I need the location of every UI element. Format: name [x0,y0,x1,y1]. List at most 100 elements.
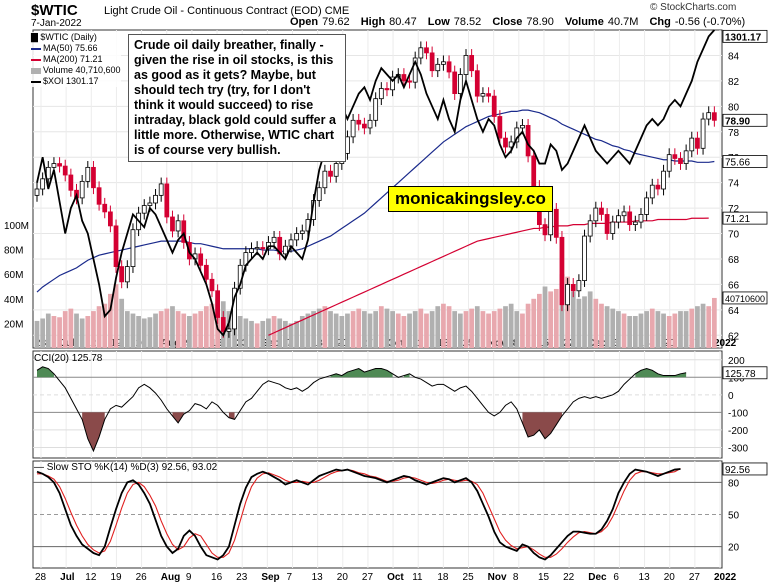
candle-body [209,278,215,292]
volume-bar [537,293,542,348]
volume-bar [531,298,537,348]
x-tick-label-bottom: 13 [639,572,651,583]
volume-bar [339,316,345,348]
volume-bar [254,323,260,348]
volume-bar [565,276,570,348]
cci-oversold-fill [172,412,184,423]
candle-body [457,74,463,94]
volume-bar [463,311,469,348]
legend-series: ▇ $WTIC (Daily) [31,32,97,42]
candle-body [424,47,429,54]
candle-body [79,180,85,199]
x-tick-label-bottom: 28 [35,572,47,583]
volume-tick-label: 60M [4,270,23,281]
volume-bar [525,303,531,348]
candle-body [497,116,503,139]
x-tick-label: 26 [136,338,148,349]
x-tick-label-bottom: 23 [236,572,248,583]
price-tick-label: 66 [728,280,740,291]
candle-body [322,170,328,189]
candle-body [102,203,108,213]
volume-bar [243,318,249,348]
volume-bar [277,318,283,348]
candle-body [333,163,339,177]
volume-bar [260,320,266,348]
candle-body [463,55,469,75]
candle-body [175,220,181,232]
volume-bar [237,316,243,348]
volume-bar [503,306,508,348]
cci-tick-label: 200 [728,356,745,367]
legend-xoi: $XOI 1301.17 [31,76,121,87]
x-tick-label-bottom: 25 [463,572,475,583]
close-last-label-box [722,113,768,127]
volume-last-label-box [722,291,768,305]
volume-bar [548,291,554,348]
volume-bar [187,316,192,348]
price-tick-label: 78 [728,128,740,139]
sto-d-line [37,467,681,558]
price-tick-label: 68 [728,255,740,266]
candle-body [469,55,475,72]
volume-bar [124,311,130,348]
x-tick-label: Oct [387,338,404,349]
candle-body [57,163,62,167]
volume-bar [627,316,633,348]
ma50-last-label: 75.66 [725,158,750,169]
candle-body [407,80,412,83]
candle-body [226,328,232,332]
price-tick-label: 62 [728,331,740,342]
candle-body [480,93,486,97]
x-tick-label-bottom: 27 [362,572,374,583]
cci-tick-label: 0 [728,391,734,402]
x-tick-label-bottom: 27 [689,572,701,583]
volume-bar [649,308,655,348]
x-tick-label-bottom: 18 [437,572,449,583]
volume-bar [683,311,689,348]
volume-bar [74,313,79,348]
candle-body [198,253,204,266]
candle-body [587,220,593,237]
candle-body [271,236,277,243]
candle-body [559,236,565,306]
annotation-box: Crude oil daily breather, finally - give… [128,34,346,162]
volume-bar [294,320,300,348]
xoi-last-label-box [722,29,768,43]
volume-bar [192,313,198,348]
candle-body [299,230,305,234]
candle-body [548,208,554,236]
volume-bar [616,311,621,348]
volume-bar [638,313,644,348]
close-last-label: 78.90 [725,116,750,127]
xoi-line [36,29,716,337]
chart-date: 7-Jan-2022 [31,18,82,29]
volume-bar [441,303,446,348]
volume-bar [418,308,424,348]
candle-body [553,208,559,238]
volume-bar [96,306,102,348]
volume-bar [655,311,661,348]
candle-body [683,150,689,164]
volume-bar [593,298,599,348]
x-tick-label: Nov [488,338,507,349]
x-tick-label-bottom: 22 [563,572,575,583]
volume-bar [57,317,62,348]
candle-body [582,235,587,281]
volume-bar [689,308,695,348]
cci-oversold-fill [522,412,562,439]
volume-bar [367,313,373,348]
price-tick-label: 82 [728,77,740,88]
candle-body [632,221,638,226]
x-tick-label-bottom: 6 [613,572,619,583]
volume-bar [632,316,638,348]
ma200-last-label-box [722,211,768,225]
candle-body [40,178,46,190]
x-tick-label-bottom: Sep [261,572,279,583]
candle-body [446,61,452,73]
x-tick-label-bottom: 15 [538,572,550,583]
volume-bar [85,316,91,348]
x-tick-label-bottom: 9 [186,572,192,583]
brand-label[interactable]: monicakingsley.co [388,186,553,212]
x-tick-label-bottom: Aug [161,572,180,583]
volume-bar [91,311,96,348]
